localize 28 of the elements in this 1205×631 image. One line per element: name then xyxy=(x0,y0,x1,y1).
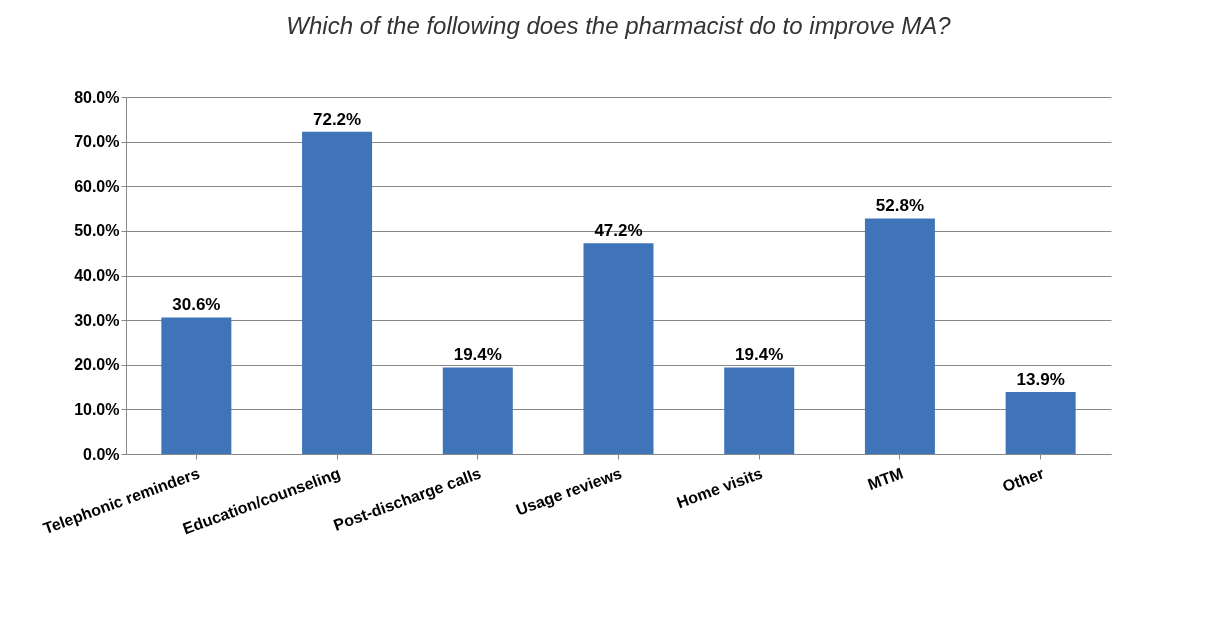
y-tick-label: 50.0% xyxy=(74,222,120,240)
data-label: 19.4% xyxy=(453,345,502,365)
bar xyxy=(161,317,232,454)
y-tick-label: 40.0% xyxy=(74,267,120,284)
data-label: 13.9% xyxy=(1016,369,1065,389)
data-label: 19.4% xyxy=(735,345,784,365)
bar xyxy=(583,243,654,454)
y-tick-label: 70.0% xyxy=(74,133,120,151)
data-label: 47.2% xyxy=(594,221,643,241)
y-tick-label: 20.0% xyxy=(74,356,120,374)
x-tick-label: Usage reviews xyxy=(513,464,625,519)
bar xyxy=(302,131,373,454)
x-tick-label: MTM xyxy=(865,464,906,493)
chart-title: Which of the following does the pharmacist do to improve MA? xyxy=(286,12,952,39)
y-tick-label: 80.0% xyxy=(74,88,120,106)
y-tick-label: 30.0% xyxy=(74,311,120,329)
y-tick-label: 10.0% xyxy=(74,400,120,418)
bar xyxy=(724,367,795,454)
bar xyxy=(864,218,935,454)
data-label: 72.2% xyxy=(312,109,362,129)
x-tick-label: Home visits xyxy=(674,464,765,512)
data-label: 30.6% xyxy=(172,295,221,315)
bar xyxy=(442,367,513,454)
x-tick-label: Other xyxy=(1000,464,1047,496)
y-tick-label: 0.0% xyxy=(83,445,120,463)
data-label: 52.8% xyxy=(875,196,925,216)
y-tick-label: 60.0% xyxy=(74,177,120,195)
bar xyxy=(1005,391,1076,454)
